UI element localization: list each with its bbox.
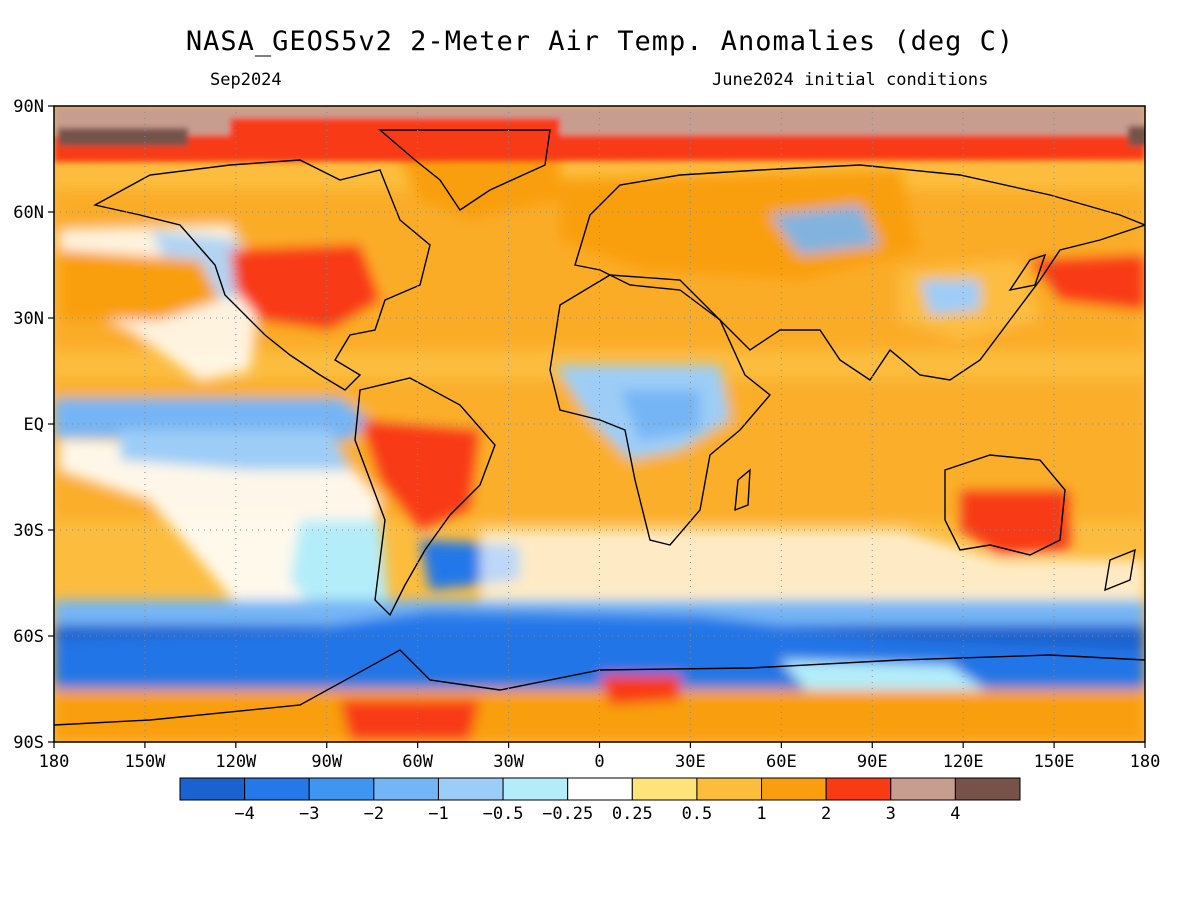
latitude-labels: 90N 60N 30N EQ 30S 60S 90S [13,97,54,753]
south-america-outline [354,377,496,617]
lon-tick-label: 150E [1034,752,1075,772]
lon-tick-label: 90W [311,752,342,772]
lat-tick-label: 90N [13,97,44,117]
lat-tick-label: 60S [13,627,44,647]
lat-tick-label: 30N [13,309,44,329]
colorbar-tick-label: 2 [821,804,831,824]
colorbar-tick-label: 1 [756,804,766,824]
colorbar-tick-label: 0.25 [612,804,653,824]
lon-tick-label: 90E [857,752,888,772]
japan-outline [1008,253,1047,292]
colorbar-swatch [825,777,892,801]
madagascar-outline [734,468,751,512]
colorbar-swatch [631,777,698,801]
colorbar-tick-label: −4 [234,804,254,824]
forecast-month-label: Sep2024 [210,70,282,90]
colorbar-tick-label: 4 [950,804,960,824]
africa-outline [549,274,772,546]
colorbar-tick-label: 3 [886,804,896,824]
colorbar-swatch [244,777,310,801]
lon-tick-label: 180 [1130,752,1161,772]
colorbar-swatch [890,777,956,801]
lon-tick-label: 180 [39,752,70,772]
anomaly-patches [54,120,1145,742]
lat-tick-label: 60N [13,203,44,223]
colorbar-swatch [437,777,504,801]
north-america-outline [93,159,431,391]
colorbar-tick-label: −3 [299,804,319,824]
lat-tick-label: 90S [13,733,44,753]
colorbar-tick-label: −0.5 [483,804,524,824]
lon-tick-label: 0 [594,752,604,772]
colorbar-tick-label: −0.25 [542,804,593,824]
longitude-labels: 180 150W 120W 90W 60W 30W 0 30E 60E 90E 120E 150E 18… [39,742,1161,772]
lon-tick-label: 60E [766,752,797,772]
lat-tick-label: EQ [24,415,44,435]
polar-band [54,106,1145,162]
colorbar-swatch [567,777,633,801]
new-zealand-outline [1104,548,1136,592]
lon-tick-label: 120E [943,752,984,772]
colorbar-tick-label: −2 [364,804,384,824]
colorbar-tick-label: 0.5 [682,804,713,824]
coastlines [54,129,1145,726]
colorbar-swatch [179,777,246,801]
lat-tick-label: 30S [13,521,44,541]
colorbar-swatch [308,777,375,801]
map-title: NASA_GEOS5v2 2-Meter Air Temp. Anomalies… [185,26,1015,57]
lon-tick-label: 120W [215,752,257,772]
lon-tick-label: 30E [675,752,706,772]
colorbar-swatch [696,777,763,801]
colorbar: −4 −3 −2 −1 −0.5 −0.25 0.25 0.5 1 2 3 4 [179,777,1021,824]
eurasia-outline [574,164,1145,381]
antarctica-outline [54,649,1145,726]
australia-outline [944,454,1066,556]
initial-conditions-label: June2024 initial conditions [712,70,989,90]
colorbar-swatch [761,777,827,801]
lon-tick-label: 60W [402,752,433,772]
colorbar-swatch [502,777,569,801]
gridlines [54,106,1145,742]
colorbar-swatch [373,777,439,801]
lon-tick-label: 150W [124,752,166,772]
colorbar-swatch [954,777,1021,801]
greenland-outline [378,129,551,211]
lon-tick-label: 30W [493,752,524,772]
colorbar-tick-label: −1 [428,804,448,824]
